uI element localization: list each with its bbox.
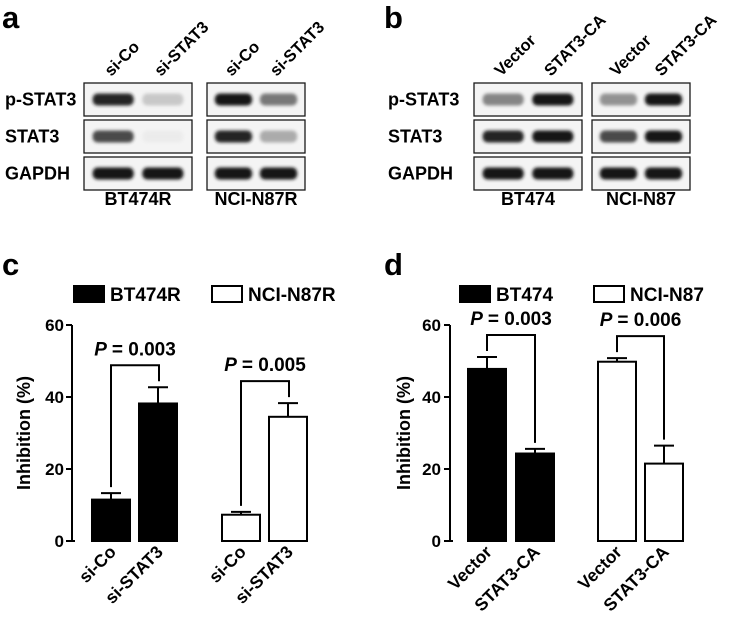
y-tick-label: 20 — [45, 460, 64, 479]
protein-band — [214, 130, 253, 143]
protein-band — [92, 167, 134, 180]
bar — [268, 415, 308, 542]
protein-band — [599, 167, 638, 180]
y-tick-label: 0 — [432, 532, 441, 551]
protein-band — [142, 167, 184, 180]
protein-band — [532, 130, 574, 143]
panel-label-b: b — [384, 0, 403, 35]
p-value: = 0.003 — [488, 309, 552, 330]
significance-bracket — [486, 334, 536, 443]
protein-band — [259, 130, 298, 143]
significance-bracket — [110, 364, 160, 488]
protein-band — [92, 93, 134, 106]
bar — [91, 498, 131, 543]
y-axis-label: Inhibition (%) — [394, 376, 414, 490]
panel-label-c: c — [2, 247, 19, 282]
significance-bracket — [616, 335, 665, 440]
protein-band — [599, 93, 638, 106]
protein-band — [142, 130, 184, 143]
significance-bracket — [240, 380, 290, 506]
p-symbol: P — [94, 339, 107, 360]
lane-label: Vector — [607, 31, 656, 80]
bar — [597, 360, 637, 542]
y-tick-label: 60 — [422, 316, 441, 335]
p-symbol: P — [224, 355, 237, 376]
p-symbol: P — [470, 309, 483, 330]
lane-label: si-Co — [222, 38, 264, 80]
panel-label-d: d — [384, 247, 403, 282]
p-value-annotation: P = 0.003 — [470, 309, 552, 330]
p-value-annotation: P = 0.005 — [224, 355, 306, 376]
p-value-annotation: P = 0.006 — [600, 310, 682, 331]
protein-band — [644, 130, 683, 143]
bar — [644, 462, 684, 543]
y-tick-label: 60 — [45, 316, 64, 335]
bar — [467, 367, 507, 543]
y-tick-label: 40 — [422, 388, 441, 407]
blot-row-label: p-STAT3 — [5, 90, 76, 110]
protein-band — [532, 167, 574, 180]
legend-swatch — [211, 285, 243, 303]
legend-label: NCI-N87R — [248, 285, 336, 306]
blot-cell-line-label: NCI-N87R — [214, 189, 297, 209]
protein-band — [259, 167, 298, 180]
protein-band — [214, 167, 253, 180]
protein-band — [92, 130, 134, 143]
protein-band — [599, 130, 638, 143]
p-value-annotation: P = 0.003 — [94, 339, 176, 360]
lane-label: STAT3-CA — [541, 11, 610, 80]
blot-cell-line-label: NCI-N87 — [606, 189, 676, 209]
p-symbol: P — [600, 310, 613, 331]
panel-label-a: a — [2, 0, 20, 35]
legend-label: BT474 — [496, 285, 553, 306]
protein-band — [644, 93, 683, 106]
legend-label: BT474R — [110, 285, 181, 306]
protein-band — [482, 130, 524, 143]
blot-row-label: STAT3 — [5, 127, 59, 147]
y-tick-label: 40 — [45, 388, 64, 407]
protein-band — [482, 93, 524, 106]
blot-row-label: GAPDH — [5, 164, 70, 184]
legend-label: NCI-N87 — [630, 285, 704, 306]
y-axis-label: Inhibition (%) — [14, 376, 34, 490]
blot-row-label: GAPDH — [388, 164, 453, 184]
protein-band — [214, 93, 253, 106]
y-tick-label: 0 — [55, 532, 64, 551]
p-value: = 0.005 — [242, 355, 306, 376]
blot-cell-line-label: BT474R — [104, 189, 171, 209]
p-value: = 0.006 — [617, 310, 681, 331]
lane-label: si-STAT3 — [267, 18, 329, 80]
blot-cell-line-label: BT474 — [501, 189, 555, 209]
p-value: = 0.003 — [112, 339, 176, 360]
protein-band — [259, 93, 298, 106]
bar — [138, 402, 178, 543]
bar — [515, 452, 555, 542]
y-tick-label: 20 — [422, 460, 441, 479]
bar — [221, 513, 261, 542]
legend-swatch — [459, 285, 491, 303]
protein-band — [482, 167, 524, 180]
lane-label: si-Co — [101, 38, 143, 80]
blot-row-label: STAT3 — [388, 127, 442, 147]
protein-band — [532, 93, 574, 106]
lane-label: Vector — [491, 31, 540, 80]
lane-label: si-STAT3 — [151, 18, 213, 80]
blot-row-label: p-STAT3 — [388, 90, 459, 110]
legend-swatch — [73, 285, 105, 303]
protein-band — [142, 93, 184, 106]
lane-label: STAT3-CA — [652, 11, 721, 80]
legend-swatch — [593, 285, 625, 303]
protein-band — [644, 167, 683, 180]
